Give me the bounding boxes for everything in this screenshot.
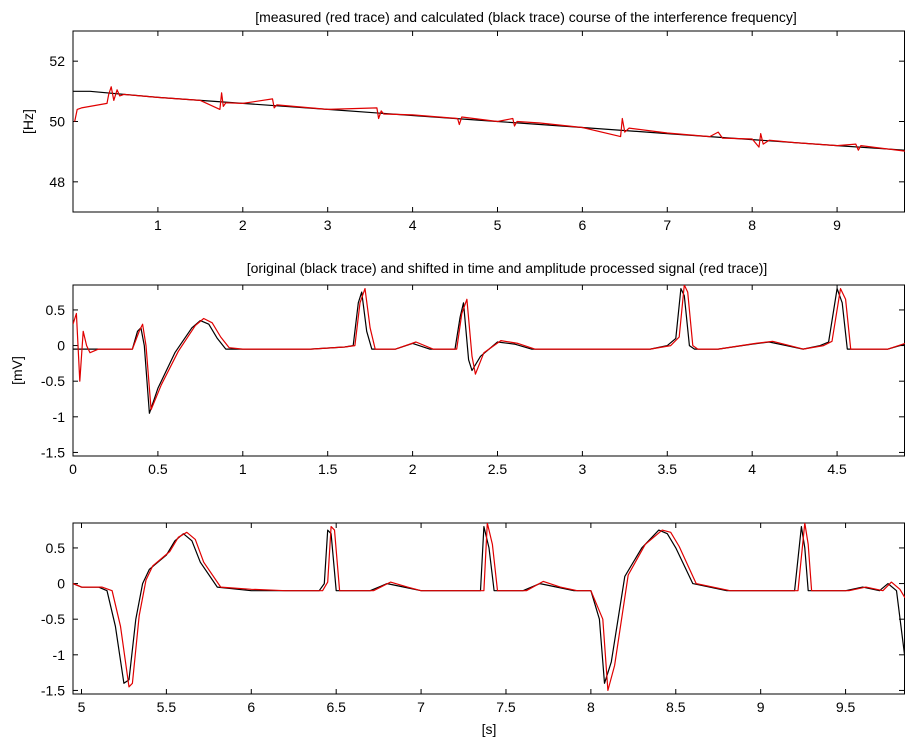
x-tick-label: 3: [324, 217, 332, 233]
x-tick-label: 8.5: [666, 699, 686, 715]
x-tick-label: 8: [748, 217, 756, 233]
x-tick-label: 3: [578, 461, 586, 477]
y-tick-label: 0.5: [46, 302, 66, 318]
x-tick-label: 7.5: [496, 699, 516, 715]
y-tick-label: 52: [49, 53, 65, 69]
x-tick-label: 7: [663, 217, 671, 233]
y-tick-label: -1.5: [41, 444, 65, 460]
x-tick-label: 7: [417, 699, 425, 715]
subplot-1: [measured (red trace) and calculated (bl…: [20, 9, 905, 233]
x-tick-label: 1: [239, 461, 247, 477]
x-tick-label: 9: [833, 217, 841, 233]
x-tick-label: 2: [239, 217, 247, 233]
y-tick-label: 0: [57, 576, 65, 592]
x-tick-label: 2.5: [488, 461, 508, 477]
red-trace: [73, 285, 905, 411]
y-tick-label: 50: [49, 114, 65, 130]
chart-title: [original (black trace) and shifted in t…: [247, 260, 768, 276]
x-tick-label: 6: [247, 699, 255, 715]
y-axis-label: [mV]: [9, 356, 25, 385]
black-trace: [73, 525, 905, 684]
y-axis-label: [Hz]: [20, 109, 36, 134]
x-tick-label: 4.5: [827, 461, 847, 477]
y-tick-label: 0.5: [46, 540, 66, 556]
x-tick-label: 8: [587, 699, 595, 715]
x-tick-label: 1.5: [318, 461, 338, 477]
red-trace: [73, 523, 905, 692]
x-tick-label: 5.5: [157, 699, 177, 715]
x-tick-label: 0: [69, 461, 77, 477]
plot-area-frame: [72, 30, 905, 213]
y-tick-label: 0: [57, 338, 65, 354]
y-tick-label: -0.5: [41, 373, 65, 389]
x-tick-label: 5: [494, 217, 502, 233]
y-tick-label: 48: [49, 174, 65, 190]
y-tick-label: -1: [53, 409, 66, 425]
x-tick-label: 0.5: [148, 461, 168, 477]
x-tick-label: 2: [409, 461, 417, 477]
x-tick-label: 6: [578, 217, 586, 233]
x-tick-label: 9.5: [836, 699, 856, 715]
x-tick-label: 1: [154, 217, 162, 233]
x-tick-label: 3.5: [658, 461, 678, 477]
x-axis-label: [s]: [482, 721, 497, 737]
x-tick-label: 5: [78, 699, 86, 715]
y-tick-label: -1.5: [41, 682, 65, 698]
y-tick-label: -1: [53, 647, 66, 663]
x-tick-label: 6.5: [326, 699, 346, 715]
x-tick-label: 9: [757, 699, 765, 715]
subplot-2: [original (black trace) and shifted in t…: [9, 260, 905, 477]
plot-area-frame: [72, 284, 905, 457]
red-trace: [74, 86, 905, 152]
x-tick-label: 4: [409, 217, 417, 233]
y-tick-label: -0.5: [41, 611, 65, 627]
black-trace: [73, 288, 905, 414]
chart-title: [measured (red trace) and calculated (bl…: [255, 9, 797, 25]
x-tick-label: 4: [748, 461, 756, 477]
subplot-3: [s] 5 5.5 6 6.5 7 7.5 8 8.5 9 9.5 -1.5 -1 -0.5 0 0.5: [41, 522, 905, 737]
